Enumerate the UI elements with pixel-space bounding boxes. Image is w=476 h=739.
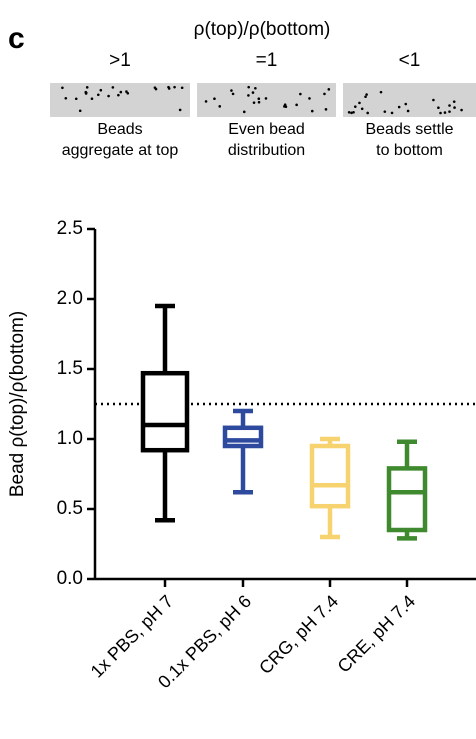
caption: Beads xyxy=(97,121,142,138)
bead xyxy=(308,97,311,100)
bead xyxy=(448,104,451,107)
bead xyxy=(180,86,184,90)
caption: Beads settle xyxy=(365,121,453,138)
caption: distribution xyxy=(228,142,305,159)
bead xyxy=(90,97,94,101)
bead xyxy=(84,91,88,95)
bead xyxy=(178,108,182,112)
y-tick-label: 0.0 xyxy=(57,568,83,589)
bead xyxy=(460,108,463,112)
bead xyxy=(439,111,442,115)
bead xyxy=(432,98,435,102)
bead xyxy=(323,92,326,96)
bead xyxy=(252,101,256,104)
bead xyxy=(360,107,364,111)
box xyxy=(386,466,428,533)
bead xyxy=(247,94,250,97)
bead xyxy=(230,89,233,92)
bead xyxy=(74,97,78,101)
bead xyxy=(358,101,361,105)
bead xyxy=(406,109,410,113)
bead xyxy=(443,111,447,114)
x-tick-label: CRE, pH 7.4 xyxy=(334,591,420,677)
y-tick-label: 2.0 xyxy=(57,288,83,309)
bead xyxy=(324,108,328,111)
schematic-header: ρ(top)/ρ(bottom) xyxy=(194,19,331,40)
x-tick-label: CRG, pH 7.4 xyxy=(255,591,342,678)
bead xyxy=(283,105,286,108)
bead xyxy=(404,102,408,106)
bead xyxy=(119,90,123,94)
bead xyxy=(452,100,456,103)
bead xyxy=(64,96,68,100)
bead xyxy=(257,97,261,101)
bead xyxy=(350,111,353,115)
bead xyxy=(295,103,298,107)
bead xyxy=(247,85,250,89)
bead xyxy=(78,109,82,113)
bead xyxy=(251,91,255,94)
bead-box xyxy=(197,83,336,117)
bead xyxy=(213,97,216,101)
box xyxy=(309,443,351,509)
bead-box xyxy=(343,83,476,117)
bead xyxy=(364,95,367,99)
bead-box xyxy=(50,83,190,117)
bead xyxy=(117,93,120,97)
caption: to bottom xyxy=(376,142,443,159)
bead xyxy=(254,86,257,90)
bead xyxy=(379,90,383,94)
bead xyxy=(218,105,222,108)
bead xyxy=(85,86,89,89)
bead xyxy=(327,88,331,91)
bead xyxy=(99,88,103,92)
y-tick-label: 2.5 xyxy=(57,218,83,239)
caption: aggregate at top xyxy=(62,142,179,159)
y-axis-label: Bead ρ(top)/ρ(bottom) xyxy=(7,311,28,497)
bead xyxy=(153,86,157,89)
box xyxy=(140,370,190,453)
bead xyxy=(437,106,440,110)
bead xyxy=(383,110,387,113)
bead xyxy=(448,110,451,113)
bead xyxy=(125,90,128,93)
bead xyxy=(397,105,401,109)
bead xyxy=(61,86,64,90)
bead xyxy=(353,105,357,108)
bead xyxy=(347,110,351,114)
y-tick-label: 1.5 xyxy=(57,358,83,379)
bead xyxy=(453,106,456,109)
bead xyxy=(173,85,176,89)
ratio-label: =1 xyxy=(256,50,278,71)
bead xyxy=(310,109,314,113)
bead xyxy=(204,100,208,103)
bead xyxy=(264,97,268,100)
bead xyxy=(257,100,261,104)
box xyxy=(222,425,264,449)
bead xyxy=(242,110,246,114)
caption: Even bead xyxy=(228,121,305,138)
ratio-label: <1 xyxy=(399,50,421,71)
bead xyxy=(299,92,302,96)
bead xyxy=(352,110,355,114)
y-tick-label: 0.5 xyxy=(57,498,83,519)
bead xyxy=(390,111,394,115)
bead xyxy=(365,93,368,96)
bead xyxy=(366,111,369,115)
bead xyxy=(96,93,100,97)
bead xyxy=(111,86,115,89)
bead xyxy=(231,92,235,96)
y-tick-label: 1.0 xyxy=(57,428,83,449)
ratio-label: >1 xyxy=(109,50,131,71)
panel-label: c xyxy=(8,22,25,55)
bead xyxy=(107,94,110,98)
bead xyxy=(167,87,171,90)
